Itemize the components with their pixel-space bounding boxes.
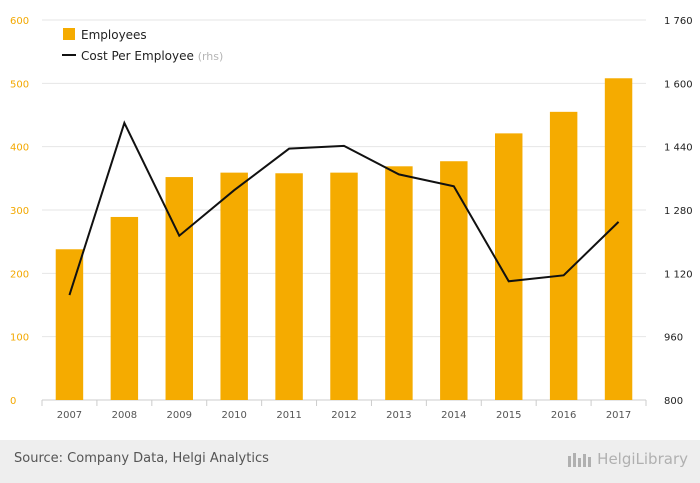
- bar-employees: [55, 249, 84, 400]
- y-left-tick-label: 400: [10, 143, 29, 154]
- y-left-tick-label: 0: [10, 396, 16, 407]
- y-left-tick-label: 500: [10, 79, 29, 90]
- bar-employees: [165, 177, 193, 400]
- x-tick-label: 2015: [496, 410, 521, 421]
- y-right-tick-label: 800: [664, 396, 683, 407]
- x-tick-label: 2010: [221, 410, 246, 421]
- brand-name: HelgiLibrary: [597, 450, 688, 468]
- legend-label-cost: Cost Per Employee (rhs): [81, 49, 223, 63]
- legend-label-cost-name: Cost Per Employee: [81, 49, 198, 63]
- y-left-tick-label: 200: [10, 269, 29, 280]
- bar-employees: [385, 166, 413, 400]
- x-tick-label: 2012: [331, 410, 356, 421]
- source-text: Source: Company Data, Helgi Analytics: [14, 451, 269, 466]
- brand-logo[interactable]: HelgiLibrary: [567, 450, 688, 468]
- bar-employees: [440, 161, 468, 400]
- y-left-tick-label: 100: [10, 333, 29, 344]
- bar-employees: [330, 172, 358, 400]
- bar-employees: [275, 173, 303, 400]
- x-tick-label: 2008: [112, 410, 137, 421]
- bar-employees: [220, 172, 248, 400]
- library-icon: [568, 453, 592, 467]
- y-right-tick-label: 960: [664, 333, 683, 344]
- chart-svg: 0 100 200 300 400 500 600 800 960 1 120 1 280 1 440…: [10, 16, 693, 421]
- x-tick-label: 2009: [167, 410, 192, 421]
- x-tick-label: 2016: [551, 410, 576, 421]
- x-tick-label: 2013: [386, 410, 411, 421]
- bar-employees: [495, 133, 523, 400]
- bar-employees: [604, 78, 633, 401]
- x-tick-label: 2011: [276, 410, 301, 421]
- legend-swatch-employees: [63, 28, 75, 40]
- bar-employees: [549, 111, 578, 400]
- bar-employees: [110, 216, 139, 400]
- x-tick-label: 2014: [441, 410, 466, 421]
- x-tick-label: 2017: [606, 410, 631, 421]
- footer: Source: Company Data, Helgi Analytics He…: [0, 440, 700, 483]
- y-right-tick-label: 1 760: [664, 16, 693, 27]
- legend-label-employees: Employees: [81, 28, 147, 42]
- y-right-tick-label: 1 280: [664, 206, 693, 217]
- x-tick-label: 2007: [57, 410, 82, 421]
- y-left-tick-label: 600: [10, 16, 29, 27]
- y-left-tick-label: 300: [10, 206, 29, 217]
- legend-label-cost-suffix: (rhs): [198, 50, 224, 63]
- y-right-tick-label: 1 600: [664, 79, 693, 90]
- y-right-tick-label: 1 120: [664, 269, 693, 280]
- y-right-tick-label: 1 440: [664, 143, 693, 154]
